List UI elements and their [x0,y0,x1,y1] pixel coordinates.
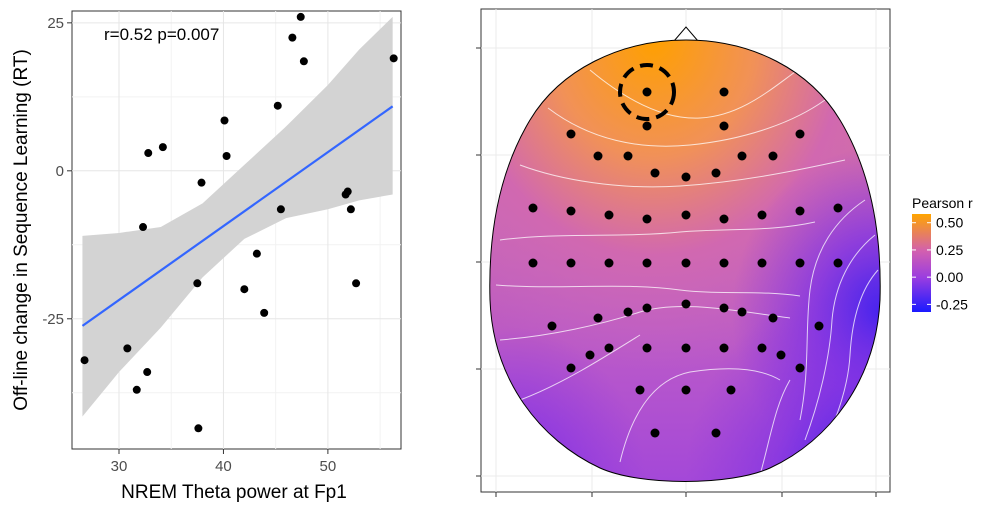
correlation-annotation: r=0.52 p=0.007 [104,25,219,44]
scatter-point [252,249,261,258]
scatter-point [139,223,148,232]
x-axis-label: NREM Theta power at Fp1 [121,482,347,503]
legend-ticks: 0.50 0.25 0.00 -0.25 [912,215,968,312]
y-tick-label: 0 [56,163,64,180]
scatter-panel: 30 40 50 25 0 -25 r=0.52 p=0.007 NREM Theta p… [11,10,402,503]
scatter-ticks: 30 40 50 25 0 -25 [42,15,336,475]
legend-tick-label: 0.50 [936,215,963,231]
scatter-points [80,12,398,433]
scatter-point [132,385,141,394]
scatter-point [123,344,132,353]
legend-title: Pearson r [912,195,973,211]
legend-colorbar [912,214,931,312]
x-tick-label: 40 [215,458,232,475]
scatter-point [273,101,282,110]
scatter-point [276,205,285,214]
scatter-point [143,368,152,377]
scatter-point [389,54,398,63]
x-tick-label: 30 [111,458,128,475]
x-tick-label: 50 [320,458,337,475]
legend-tick-label: 0.25 [936,242,963,258]
y-axis-label: Off-line change in Sequence Learning (RT… [11,49,32,411]
electrodes [528,87,843,438]
scatter-point [260,308,269,317]
scatter-point [296,12,305,21]
legend-tick-label: 0.00 [936,269,963,285]
scatter-point [194,424,203,433]
scatter-point [352,279,361,288]
regression-line [81,105,394,327]
scatter-point [80,356,89,365]
scatter-point [299,57,308,66]
scatter-point [222,152,231,161]
colorbar-legend: Pearson r 0.50 0.25 0.00 -0.25 [912,195,973,312]
scatter-point [288,33,297,42]
scatter-point [158,143,167,152]
legend-tick-label: -0.25 [936,296,968,312]
scatter-point [193,279,202,288]
scatter-point [144,149,153,158]
scatter-point [220,116,229,125]
topomap-panel: Pearson r 0.50 0.25 0.00 -0.25 [476,8,973,497]
highlighted-electrode-ring [618,63,676,121]
scatter-point [240,285,249,294]
y-tick-label: 25 [47,15,64,32]
scatter-point [346,205,355,214]
scatter-grid [72,11,401,449]
y-tick-label: -25 [42,311,64,328]
topomap-ticks [476,47,877,497]
scatter-point [197,178,206,187]
scatter-point [343,187,352,196]
head-outline [489,39,881,482]
